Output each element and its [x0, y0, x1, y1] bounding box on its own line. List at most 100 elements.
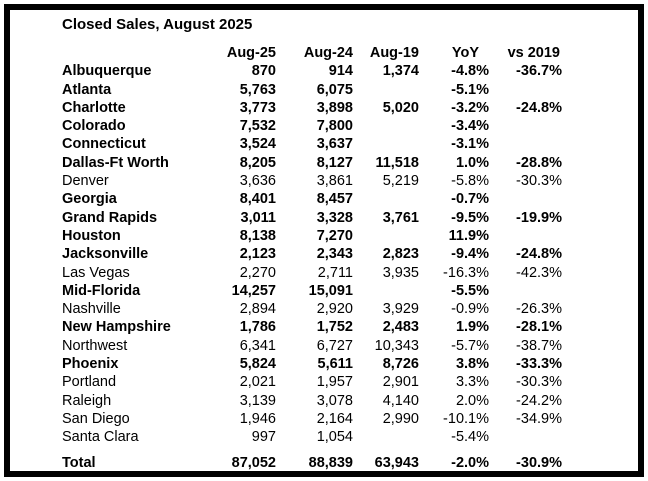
cell-aug19: 4,140 — [382, 392, 419, 409]
cell-aug25: 8,138 — [239, 227, 276, 244]
cell-vs2019: -30.3% — [516, 374, 562, 391]
table-row: Northwest 6,341 6,727 10,343 -5.7% -38.7% — [62, 337, 562, 355]
cell-aug19: 3,929 — [382, 301, 419, 318]
cell-aug24: 3,328 — [316, 209, 353, 226]
cell-yoy: 1.0% — [455, 154, 489, 171]
total-cell-aug25: 87,052 — [231, 454, 276, 471]
table-content: Closed Sales, August 2025 Aug-25 Aug-24 … — [10, 10, 638, 472]
cell-aug24: 2,343 — [316, 246, 353, 263]
table-row: Portland 2,021 1,957 2,901 3.3% -30.3% — [62, 373, 562, 391]
total-cell-vs2019: -30.9% — [516, 454, 562, 471]
cell-vs2019: -36.7% — [516, 63, 562, 80]
cell-aug19 — [353, 190, 419, 208]
row-label: Connecticut — [62, 136, 146, 153]
row-label: Phoenix — [62, 356, 119, 373]
cell-aug24: 15,091 — [308, 282, 353, 299]
cell-vs2019: -28.1% — [516, 319, 562, 336]
cell-aug24: 914 — [328, 63, 353, 80]
cell-aug25: 1,946 — [239, 410, 276, 427]
cell-vs2019 — [489, 227, 562, 245]
cell-yoy: -5.5% — [451, 282, 489, 299]
cell-aug19 — [353, 135, 419, 153]
cell-vs2019 — [489, 117, 562, 135]
cell-aug25: 14,257 — [231, 282, 276, 299]
cell-vs2019 — [489, 135, 562, 153]
cell-aug25: 5,763 — [239, 81, 276, 98]
cell-aug25: 2,123 — [239, 246, 276, 263]
cell-aug24: 8,127 — [316, 154, 353, 171]
page-title: Closed Sales, August 2025 — [62, 16, 253, 33]
table-frame: Closed Sales, August 2025 Aug-25 Aug-24 … — [4, 4, 644, 477]
cell-aug19: 10,343 — [374, 337, 419, 354]
cell-aug25: 3,636 — [239, 173, 276, 190]
cell-aug24: 1,957 — [316, 374, 353, 391]
cell-yoy: -4.8% — [451, 63, 489, 80]
cell-aug19: 2,990 — [382, 410, 419, 427]
table-row: Atlanta 5,763 6,075 -5.1% — [62, 81, 562, 99]
cell-aug19 — [353, 282, 419, 300]
cell-aug24: 3,898 — [316, 99, 353, 116]
column-header-aug19: Aug-19 — [369, 45, 419, 61]
cell-aug24: 7,800 — [316, 118, 353, 135]
cell-aug19 — [353, 227, 419, 245]
row-label: Albuquerque — [62, 63, 152, 80]
cell-yoy: 1.9% — [455, 319, 489, 336]
cell-aug25: 870 — [251, 63, 276, 80]
cell-aug25: 3,139 — [239, 392, 276, 409]
cell-yoy: -3.1% — [451, 136, 489, 153]
cell-yoy: -5.1% — [451, 81, 489, 98]
table-row: Santa Clara 997 1,054 -5.4% — [62, 428, 562, 446]
cell-aug19: 5,219 — [382, 173, 419, 190]
row-label: Colorado — [62, 118, 126, 135]
cell-vs2019: -34.9% — [516, 410, 562, 427]
table-row: Albuquerque 870 914 1,374 -4.8% -36.7% — [62, 62, 562, 80]
cell-aug24: 2,711 — [317, 264, 353, 281]
cell-aug24: 5,611 — [317, 356, 354, 373]
cell-yoy: -5.8% — [451, 173, 489, 190]
closed-sales-table: Aug-25 Aug-24 Aug-19 YoY vs 2019 Albuque… — [62, 44, 562, 472]
table-body: Albuquerque 870 914 1,374 -4.8% -36.7% Atlanta… — [62, 62, 562, 446]
cell-aug19: 11,518 — [375, 154, 419, 171]
column-header-aug24: Aug-24 — [303, 45, 353, 61]
cell-vs2019: -33.3% — [516, 356, 562, 373]
cell-vs2019 — [489, 282, 562, 300]
cell-aug25: 997 — [251, 429, 276, 446]
cell-aug19 — [353, 428, 419, 446]
table-row: Houston 8,138 7,270 11.9% — [62, 227, 562, 245]
cell-vs2019 — [489, 81, 562, 99]
row-label: Jacksonville — [62, 246, 149, 263]
cell-vs2019: -24.8% — [516, 246, 562, 263]
cell-yoy: -16.3% — [443, 264, 489, 281]
cell-aug25: 3,011 — [240, 209, 277, 226]
cell-vs2019: -26.3% — [516, 301, 562, 318]
column-header-aug25: Aug-25 — [226, 45, 276, 61]
cell-aug19: 2,823 — [382, 246, 419, 263]
cell-aug25: 5,824 — [239, 356, 276, 373]
column-header-blank — [62, 44, 207, 62]
cell-aug24: 1,752 — [316, 319, 353, 336]
cell-vs2019 — [489, 190, 562, 208]
total-cell-aug24: 88,839 — [308, 454, 353, 471]
cell-yoy: 11.9% — [448, 227, 489, 244]
table-row: Mid-Florida 14,257 15,091 -5.5% — [62, 282, 562, 300]
row-label: Las Vegas — [62, 264, 130, 281]
cell-yoy: -0.7% — [451, 191, 489, 208]
cell-yoy: -5.7% — [451, 337, 489, 354]
cell-aug19 — [353, 81, 419, 99]
table-row: Nashville 2,894 2,920 3,929 -0.9% -26.3% — [62, 300, 562, 318]
cell-aug25: 2,270 — [239, 264, 276, 281]
table-row: Jacksonville 2,123 2,343 2,823 -9.4% -24.8% — [62, 245, 562, 263]
total-cell-aug19: 63,943 — [374, 454, 419, 471]
cell-yoy: -9.4% — [451, 246, 489, 263]
table-row: Raleigh 3,139 3,078 4,140 2.0% -24.2% — [62, 392, 562, 410]
cell-yoy: -5.4% — [451, 429, 489, 446]
total-row: Total 87,052 88,839 63,943 -2.0% -30.9% — [62, 447, 562, 472]
table-row: Charlotte 3,773 3,898 5,020 -3.2% -24.8% — [62, 99, 562, 117]
cell-aug24: 1,054 — [316, 429, 353, 446]
row-label: Houston — [62, 227, 121, 244]
table-row: Dallas-Ft Worth 8,205 8,127 11,518 1.0% -28.8… — [62, 154, 562, 172]
row-label: Nashville — [62, 301, 121, 318]
column-header-vs2019: vs 2019 — [507, 45, 560, 61]
total-label: Total — [62, 454, 96, 471]
cell-aug19: 2,901 — [382, 374, 419, 391]
